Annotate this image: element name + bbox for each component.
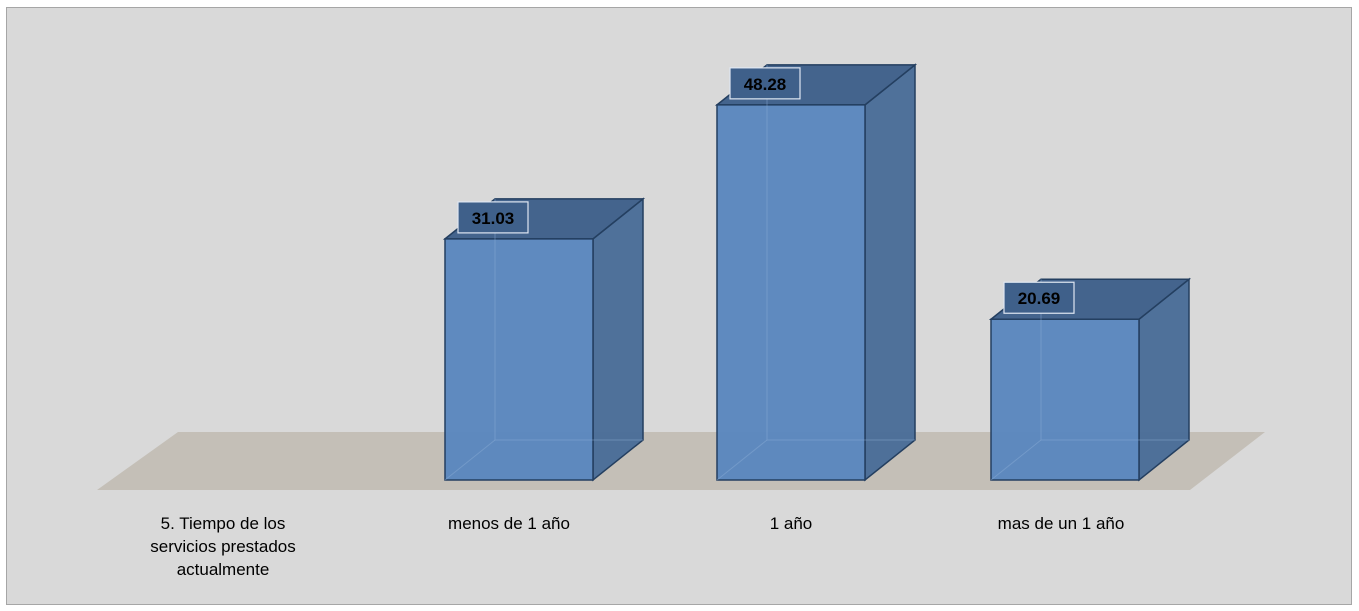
bar-inner-edge xyxy=(990,439,1042,481)
bar-inner-edge xyxy=(716,439,768,481)
data-label: 48.28 xyxy=(744,75,787,94)
category-label-1-ano: 1 año xyxy=(668,512,914,535)
data-label: 20.69 xyxy=(1018,289,1061,308)
chart-floor xyxy=(97,432,1265,490)
data-label-box xyxy=(457,201,529,234)
bar-inner-edge xyxy=(444,439,496,481)
data-label: 31.03 xyxy=(472,209,515,228)
bar-inner-edge xyxy=(1040,279,1189,441)
bar-front-face xyxy=(716,104,866,481)
category-label-line: actualmente xyxy=(176,560,270,579)
bar-side-face xyxy=(592,197,644,482)
category-label-line: 5. Tiempo de los xyxy=(160,514,286,533)
bar-front-face xyxy=(990,318,1140,481)
category-label-mas-de-1-ano: mas de un 1 año xyxy=(938,512,1184,535)
category-label-line: 1 año xyxy=(769,514,813,533)
data-label-box xyxy=(729,67,801,100)
bar-inner-edge xyxy=(494,198,643,441)
category-label-line: menos de 1 año xyxy=(448,514,570,533)
bar-inner-edge xyxy=(766,64,915,441)
category-label-menos-de-1-ano: menos de 1 año xyxy=(386,512,632,535)
bar-side-face xyxy=(864,63,916,482)
bar-front-face xyxy=(444,238,594,481)
data-label-box xyxy=(1003,281,1075,314)
category-label-line: servicios prestados xyxy=(150,537,296,556)
category-label-tiempo: 5. Tiempo de los servicios prestados act… xyxy=(100,512,346,581)
category-label-line: mas de un 1 año xyxy=(997,514,1125,533)
